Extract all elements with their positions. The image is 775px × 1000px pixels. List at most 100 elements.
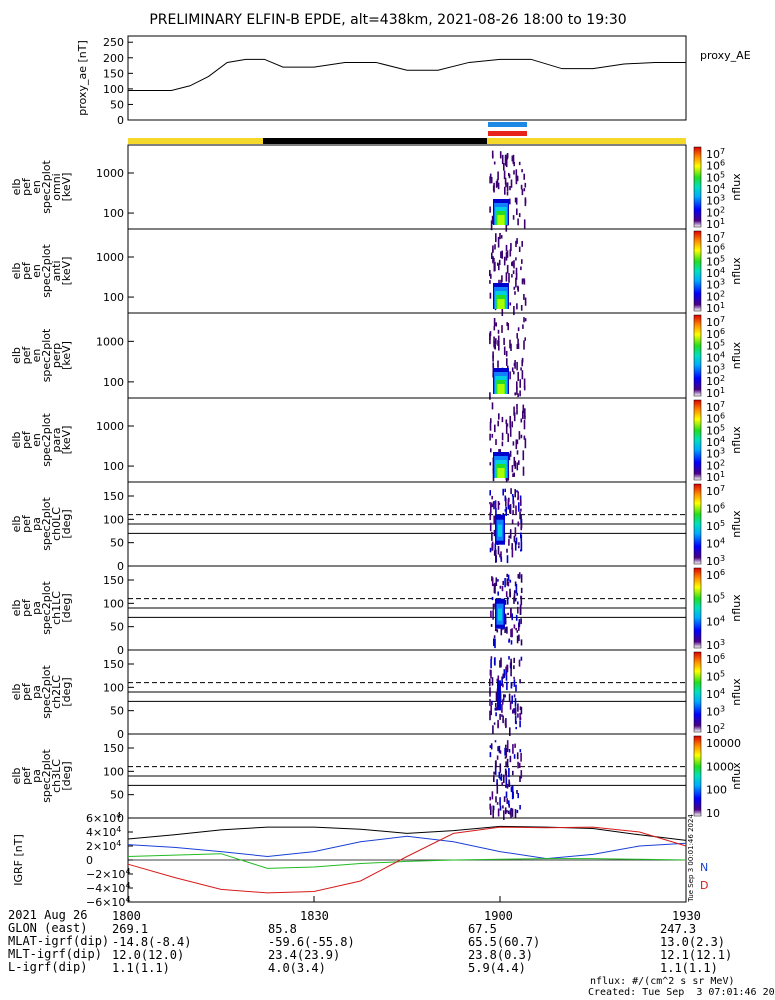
panel-ytick-label: 100	[103, 681, 124, 694]
pa-spectrogram-cell	[503, 669, 506, 678]
footer-row-value: 65.5(60.7)	[468, 935, 541, 949]
pa-spectrogram-cell	[503, 774, 505, 784]
colorbar-label: nflux	[730, 341, 743, 369]
pa-spectrogram-cell	[505, 744, 507, 748]
spectrogram-cell	[506, 322, 508, 326]
panel-ytick-label: 0	[117, 644, 124, 657]
pa-spectrogram-cell	[497, 501, 500, 510]
pa-spectrogram-cell	[510, 629, 512, 638]
pa-spectrogram-cell	[504, 509, 507, 512]
spectrogram-cell	[489, 270, 491, 277]
pa-spectrogram-cell	[509, 812, 512, 816]
pa-spectrogram-cell	[490, 624, 493, 627]
spectrogram-cell	[504, 186, 506, 195]
pa-spectrogram-cell	[491, 577, 494, 587]
spectrogram-cell	[524, 415, 526, 420]
pa-spectrogram-cell	[516, 635, 519, 644]
pa-spectrogram-cell	[499, 797, 501, 806]
spectrogram-cell	[515, 277, 517, 288]
pa-spectrogram-cell	[506, 748, 509, 752]
igrf-ytick-label: 6×104	[86, 811, 121, 825]
pa-spectrogram-cell	[515, 628, 517, 631]
spectrogram-cell	[516, 462, 519, 471]
spectrogram-cell	[491, 150, 494, 158]
spectrogram-cell	[490, 418, 492, 424]
panel-ylabel-word: spec2plot	[40, 160, 53, 214]
pa-spectrogram-cell	[503, 810, 505, 820]
panel-ytick-label: 100	[103, 765, 124, 778]
panel-ylabel-word: en	[30, 433, 43, 447]
panel-ylabel-word: [deg]	[60, 677, 73, 706]
spectrogram-cell	[515, 240, 517, 247]
footer-row-value: 269.1	[112, 922, 149, 936]
igrf-ytick-label: 2×104	[86, 839, 121, 853]
pa-spectrogram-cell	[520, 618, 522, 625]
spectrogram-cell	[516, 238, 518, 244]
spectrogram-cell	[515, 439, 518, 450]
spectrogram-cell	[514, 291, 516, 295]
spectrogram-cell	[500, 235, 503, 239]
spectrogram-cell	[511, 465, 514, 473]
panel-ylabel-word: ch1LC	[50, 591, 63, 625]
colorbar-label: nflux	[730, 426, 743, 454]
spectrogram-cell	[520, 434, 523, 439]
spectrogram-cell	[498, 259, 501, 265]
spectrogram-cell	[498, 279, 500, 286]
spectrogram-cell	[523, 219, 526, 229]
pa-spectrogram-cell	[506, 740, 509, 750]
spectrogram-cell	[501, 250, 503, 259]
spectrogram-cell	[513, 406, 515, 416]
spectrogram-cell	[523, 173, 525, 180]
pa-spectrogram-cell	[491, 543, 493, 551]
pa-spectrogram-cell	[494, 638, 496, 649]
pa-spectrogram-cell	[499, 805, 502, 811]
panel-ytick-label: 100	[103, 513, 124, 526]
spectrogram-cell	[524, 182, 527, 188]
colorbar-tick-label: 106	[706, 502, 725, 516]
spectrogram-cell	[498, 263, 500, 271]
pa-spectrogram-cell	[511, 785, 514, 793]
pa-spectrogram-cell	[504, 756, 507, 759]
spectrogram-cell	[523, 188, 526, 192]
pa-spectrogram-cell	[520, 514, 522, 523]
igrf-series-line	[127, 853, 687, 869]
proxy-ae-ytick-label: 200	[103, 52, 124, 65]
spectrogram-cell	[520, 266, 522, 271]
figure-title: PRELIMINARY ELFIN-B EPDE, alt=438km, 202…	[149, 12, 626, 28]
spectrogram-cell	[513, 412, 516, 422]
spectrogram-cell	[523, 385, 526, 391]
pa-spectrogram-cell	[513, 676, 515, 679]
spectrogram-cell	[490, 273, 492, 279]
pa-spectrogram-cell	[503, 796, 506, 802]
colorbar-tick-label: 101	[706, 470, 725, 484]
colorbar-tick-label: 105	[706, 519, 725, 533]
colorbar-tick-label: 106	[706, 568, 725, 582]
spectrogram-cell	[507, 323, 509, 331]
pa-spectrogram-cell	[510, 640, 513, 645]
spectrogram-cell	[497, 236, 500, 243]
pa-spectrogram-cell	[513, 708, 515, 714]
pa-spectrogram-cell	[502, 683, 504, 688]
pa-spectrogram-cell	[506, 596, 509, 605]
pa-spectrogram-cell	[491, 677, 494, 686]
pa-spectrogram-cell	[516, 809, 519, 814]
pa-spectrogram-cell	[513, 679, 516, 687]
pa-spectrogram-cell	[506, 810, 508, 813]
pa-spectrogram-cell	[507, 810, 510, 814]
spectrogram-cell	[492, 185, 495, 192]
panel-ytick-label: 100	[103, 291, 124, 304]
spectrogram-cell	[514, 197, 517, 203]
spectrogram-cell	[512, 473, 514, 477]
spectrogram-cell	[516, 208, 518, 215]
panel-proxy-ae: 250 200 150 100 50 0 proxy_ae [nT]	[76, 35, 687, 127]
spectrogram-cell	[521, 169, 523, 173]
pa-spectrogram-cell	[515, 614, 518, 621]
pa-spectrogram-cell	[515, 505, 517, 515]
spectrogram-core	[497, 215, 505, 225]
spectrogram-cell	[517, 371, 519, 381]
spectrogram-cell	[492, 355, 494, 359]
pa-spectrogram-cell	[499, 553, 501, 558]
